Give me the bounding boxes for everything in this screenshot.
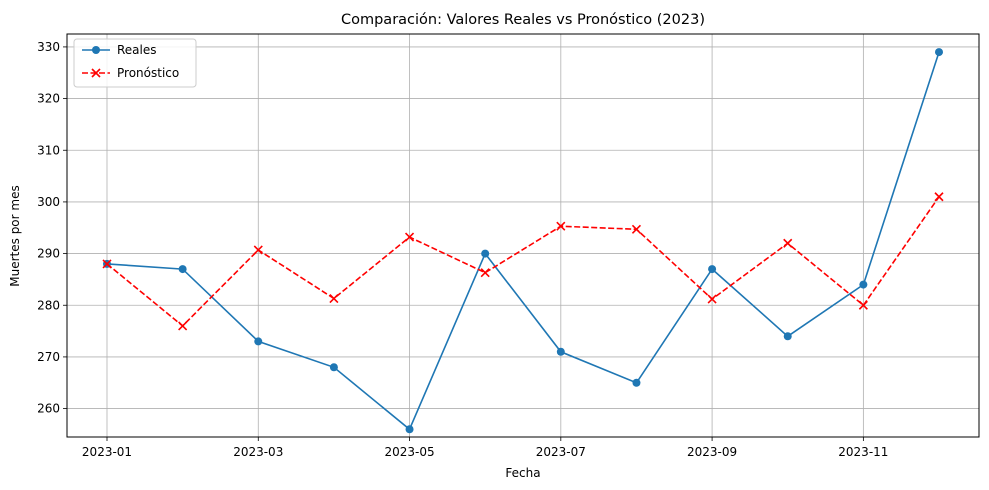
- point-reales: [556, 347, 565, 356]
- y-tick-label: 280: [37, 298, 60, 312]
- legend-box: [73, 38, 197, 88]
- y-tick-label: 270: [37, 350, 60, 364]
- point-pronostico: [556, 221, 566, 231]
- x-tick-label: 2023-11: [838, 445, 888, 459]
- legend-label-pronostico: Pronóstico: [117, 66, 179, 80]
- x-tick-label: 2023-07: [536, 445, 586, 459]
- grid: [67, 34, 979, 437]
- chart-title: Comparación: Valores Reales vs Pronóstic…: [341, 12, 705, 28]
- point-pronostico: [178, 321, 188, 331]
- legend-marker-reales: [92, 46, 100, 54]
- y-tick-label: 260: [37, 402, 60, 416]
- point-pronostico: [858, 300, 868, 310]
- y-axis-title: Muertes por mes: [8, 185, 22, 286]
- x-tick-label: 2023-05: [384, 445, 434, 459]
- point-reales: [405, 425, 414, 434]
- point-reales: [783, 332, 792, 341]
- y-tick-label: 310: [37, 143, 60, 157]
- y-tick-label: 330: [37, 40, 60, 54]
- legend-marker-pronostico: [91, 68, 101, 78]
- series-layer: [102, 48, 944, 434]
- ticks: 2023-01 2023-03 2023-05 2023-07 2023-09 2023-…: [37, 40, 888, 459]
- y-tick-label: 320: [37, 92, 60, 106]
- y-tick-label: 290: [37, 247, 60, 261]
- point-reales: [254, 337, 263, 346]
- point-pronostico: [783, 238, 793, 248]
- legend: Reales Pronóstico: [73, 38, 197, 88]
- point-reales: [481, 249, 490, 258]
- series-line-reales: [106, 51, 940, 431]
- x-tick-label: 2023-09: [687, 445, 737, 459]
- point-pronostico: [329, 293, 339, 304]
- legend-label-reales: Reales: [117, 43, 157, 57]
- plot-frame: [66, 33, 980, 438]
- x-tick-label: 2023-03: [233, 445, 283, 459]
- point-pronostico: [480, 268, 490, 278]
- point-reales: [632, 378, 641, 387]
- point-pronostico: [404, 232, 415, 242]
- point-reales: [329, 363, 338, 372]
- point-reales: [935, 48, 943, 57]
- x-tick-label: 2023-01: [82, 445, 132, 459]
- point-reales: [859, 280, 868, 289]
- point-pronostico: [707, 294, 717, 304]
- point-reales: [178, 265, 187, 274]
- point-pronostico: [102, 259, 112, 269]
- x-axis-title: Fecha: [505, 466, 540, 480]
- point-reales: [708, 265, 717, 274]
- point-pronostico: [253, 245, 263, 255]
- point-pronostico: [631, 224, 642, 234]
- point-pronostico: [934, 192, 944, 202]
- series-line-pronostico: [106, 196, 940, 327]
- y-tick-label: 300: [37, 195, 60, 209]
